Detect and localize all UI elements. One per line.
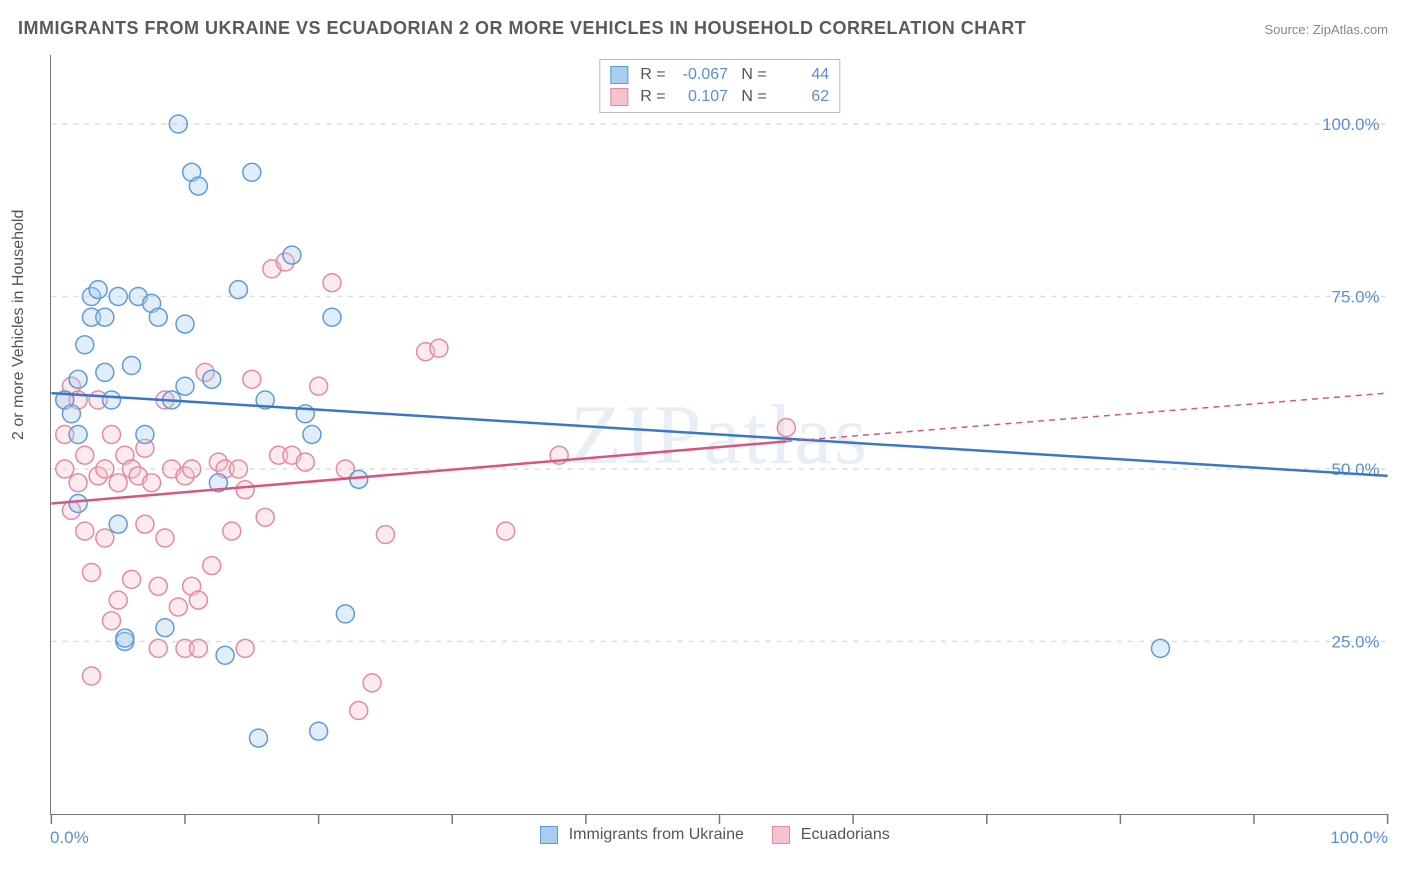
data-point [236, 481, 254, 499]
data-point [236, 639, 254, 657]
data-point [243, 163, 261, 181]
data-point [176, 377, 194, 395]
data-point [82, 564, 100, 582]
data-point [350, 470, 368, 488]
data-point [310, 377, 328, 395]
data-point [96, 460, 114, 478]
data-point [223, 522, 241, 540]
data-point [189, 639, 207, 657]
data-point [777, 419, 795, 437]
data-point [123, 357, 141, 375]
data-point [76, 336, 94, 354]
data-point [136, 426, 154, 444]
data-point [183, 460, 201, 478]
data-point [1151, 639, 1169, 657]
chart-svg: 25.0%50.0%75.0%100.0% [51, 55, 1388, 814]
data-point [76, 522, 94, 540]
data-point [56, 460, 74, 478]
data-point [109, 288, 127, 306]
source-attribution: Source: ZipAtlas.com [1264, 22, 1388, 37]
data-point [96, 308, 114, 326]
trend-line-ecuadorians [51, 441, 786, 503]
legend-row-ukraine: R = -0.067 N = 44 [610, 64, 829, 86]
data-point [109, 591, 127, 609]
data-point [156, 529, 174, 547]
data-point [62, 405, 80, 423]
legend-label-ecuadorians: Ecuadorians [801, 826, 890, 843]
data-point [310, 722, 328, 740]
r-value-ecuadorians: 0.107 [670, 88, 728, 106]
data-point [303, 426, 321, 444]
data-point [176, 315, 194, 333]
data-point [143, 474, 161, 492]
data-point [250, 729, 268, 747]
data-point [156, 619, 174, 637]
data-point [336, 605, 354, 623]
legend-swatch-ukraine [610, 66, 628, 84]
data-point [203, 557, 221, 575]
data-point [169, 115, 187, 133]
svg-text:75.0%: 75.0% [1332, 287, 1380, 306]
data-point [323, 274, 341, 292]
data-point [350, 702, 368, 720]
data-point [216, 646, 234, 664]
data-point [203, 370, 221, 388]
svg-text:100.0%: 100.0% [1322, 115, 1380, 134]
data-point [376, 526, 394, 544]
n-value-ecuadorians: 62 [771, 88, 829, 106]
legend-swatch-ukraine-bottom [540, 826, 558, 844]
data-point [82, 667, 100, 685]
r-value-ukraine: -0.067 [670, 66, 728, 84]
data-point [189, 177, 207, 195]
legend-swatch-ecuadorians-bottom [772, 826, 790, 844]
data-point [103, 426, 121, 444]
correlation-legend: R = -0.067 N = 44 R = 0.107 N = 62 [599, 59, 840, 113]
data-point [149, 577, 167, 595]
data-point [69, 426, 87, 444]
data-point [149, 308, 167, 326]
data-point [69, 495, 87, 513]
data-point [256, 508, 274, 526]
data-point [89, 281, 107, 299]
data-point [497, 522, 515, 540]
data-point [189, 591, 207, 609]
data-point [116, 629, 134, 647]
svg-text:25.0%: 25.0% [1332, 632, 1380, 651]
data-point [430, 339, 448, 357]
y-axis-label: 2 or more Vehicles in Household [10, 210, 28, 440]
data-point [229, 281, 247, 299]
data-point [69, 370, 87, 388]
page-title: IMMIGRANTS FROM UKRAINE VS ECUADORIAN 2 … [18, 18, 1026, 39]
data-point [69, 474, 87, 492]
legend-label-ukraine: Immigrants from Ukraine [569, 826, 744, 843]
data-point [229, 460, 247, 478]
data-point [96, 363, 114, 381]
data-point [109, 474, 127, 492]
data-point [283, 246, 301, 264]
data-point [323, 308, 341, 326]
data-point [243, 370, 261, 388]
trend-line-ukraine [51, 393, 1387, 476]
data-point [96, 529, 114, 547]
data-point [109, 515, 127, 533]
series-legend: Immigrants from Ukraine Ecuadorians [0, 826, 1406, 844]
legend-swatch-ecuadorians [610, 88, 628, 106]
data-point [103, 612, 121, 630]
data-point [363, 674, 381, 692]
data-point [123, 570, 141, 588]
plot-area: ZIPatlas R = -0.067 N = 44 R = 0.107 N =… [50, 55, 1388, 815]
data-point [103, 391, 121, 409]
n-value-ukraine: 44 [771, 66, 829, 84]
legend-row-ecuadorians: R = 0.107 N = 62 [610, 86, 829, 108]
data-point [76, 446, 94, 464]
data-point [169, 598, 187, 616]
trend-line-ecuadorians-extrapolated [786, 393, 1387, 441]
data-point [149, 639, 167, 657]
data-point [296, 453, 314, 471]
data-point [136, 515, 154, 533]
